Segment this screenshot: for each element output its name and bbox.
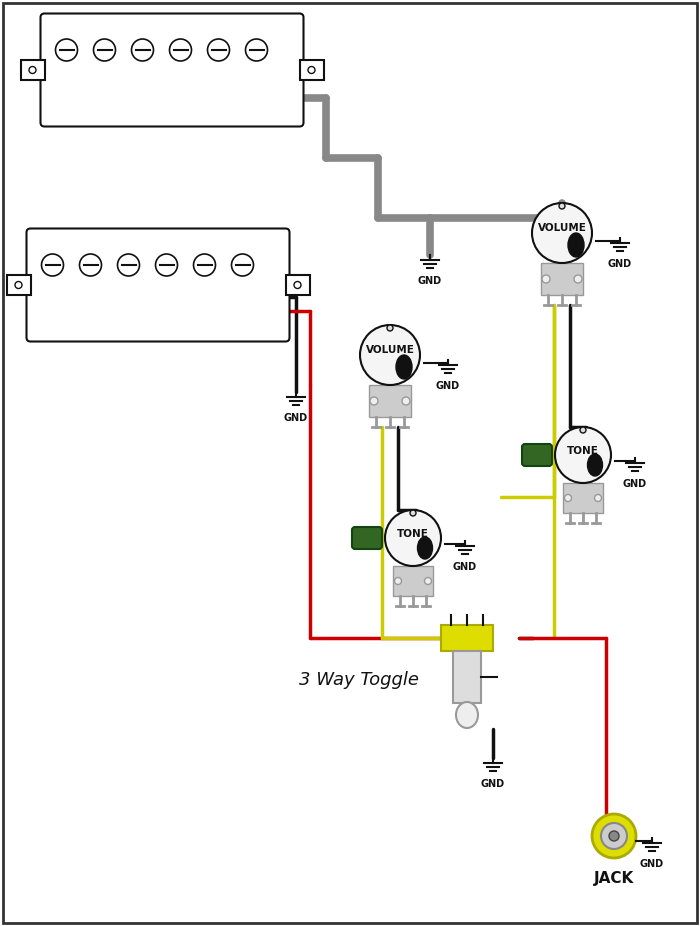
Circle shape — [555, 427, 611, 483]
Bar — [563, 483, 603, 513]
Circle shape — [594, 494, 601, 502]
FancyBboxPatch shape — [522, 444, 552, 466]
Circle shape — [395, 578, 402, 584]
Circle shape — [360, 325, 420, 385]
Circle shape — [41, 254, 64, 276]
Circle shape — [532, 203, 592, 263]
Text: GND: GND — [481, 779, 505, 789]
Bar — [541, 263, 583, 295]
Circle shape — [308, 67, 315, 73]
Circle shape — [294, 282, 301, 289]
Text: GND: GND — [418, 276, 442, 286]
Circle shape — [118, 254, 139, 276]
FancyBboxPatch shape — [41, 14, 304, 127]
Ellipse shape — [417, 537, 433, 559]
Circle shape — [601, 823, 627, 849]
Ellipse shape — [456, 702, 478, 728]
Circle shape — [580, 427, 586, 433]
Circle shape — [207, 39, 230, 61]
Ellipse shape — [396, 355, 412, 379]
Circle shape — [564, 494, 571, 502]
Circle shape — [80, 254, 101, 276]
Circle shape — [55, 39, 78, 61]
Circle shape — [29, 67, 36, 73]
Circle shape — [542, 275, 550, 283]
Circle shape — [410, 510, 416, 516]
Circle shape — [155, 254, 178, 276]
Circle shape — [592, 814, 636, 858]
Circle shape — [370, 397, 378, 405]
Text: JACK: JACK — [594, 871, 634, 886]
Text: GND: GND — [436, 381, 460, 391]
Ellipse shape — [587, 454, 603, 476]
Text: VOLUME: VOLUME — [538, 223, 587, 233]
Bar — [393, 566, 433, 596]
Circle shape — [94, 39, 116, 61]
Text: GND: GND — [623, 479, 647, 489]
Circle shape — [132, 39, 153, 61]
Bar — [453, 651, 481, 703]
Text: GND: GND — [608, 259, 632, 269]
Circle shape — [193, 254, 216, 276]
Circle shape — [246, 39, 267, 61]
Bar — [300, 60, 323, 80]
Text: GND: GND — [284, 413, 308, 423]
Text: GND: GND — [640, 859, 664, 869]
Bar — [441, 625, 493, 651]
Circle shape — [15, 282, 22, 289]
Bar — [6, 275, 31, 295]
Text: TONE: TONE — [567, 446, 599, 456]
Circle shape — [387, 325, 393, 331]
Bar — [20, 60, 45, 80]
Circle shape — [169, 39, 192, 61]
Text: 3 Way Toggle: 3 Way Toggle — [299, 671, 419, 689]
Bar — [286, 275, 309, 295]
Text: VOLUME: VOLUME — [365, 345, 414, 355]
FancyBboxPatch shape — [352, 527, 382, 549]
Circle shape — [402, 397, 410, 405]
Bar — [369, 385, 411, 417]
Circle shape — [609, 831, 619, 841]
Circle shape — [574, 275, 582, 283]
Text: TONE: TONE — [397, 529, 429, 539]
FancyBboxPatch shape — [27, 229, 290, 342]
Circle shape — [559, 203, 565, 209]
Text: GND: GND — [453, 562, 477, 572]
Ellipse shape — [568, 233, 584, 257]
Circle shape — [385, 510, 441, 566]
Circle shape — [232, 254, 253, 276]
Circle shape — [424, 578, 431, 584]
